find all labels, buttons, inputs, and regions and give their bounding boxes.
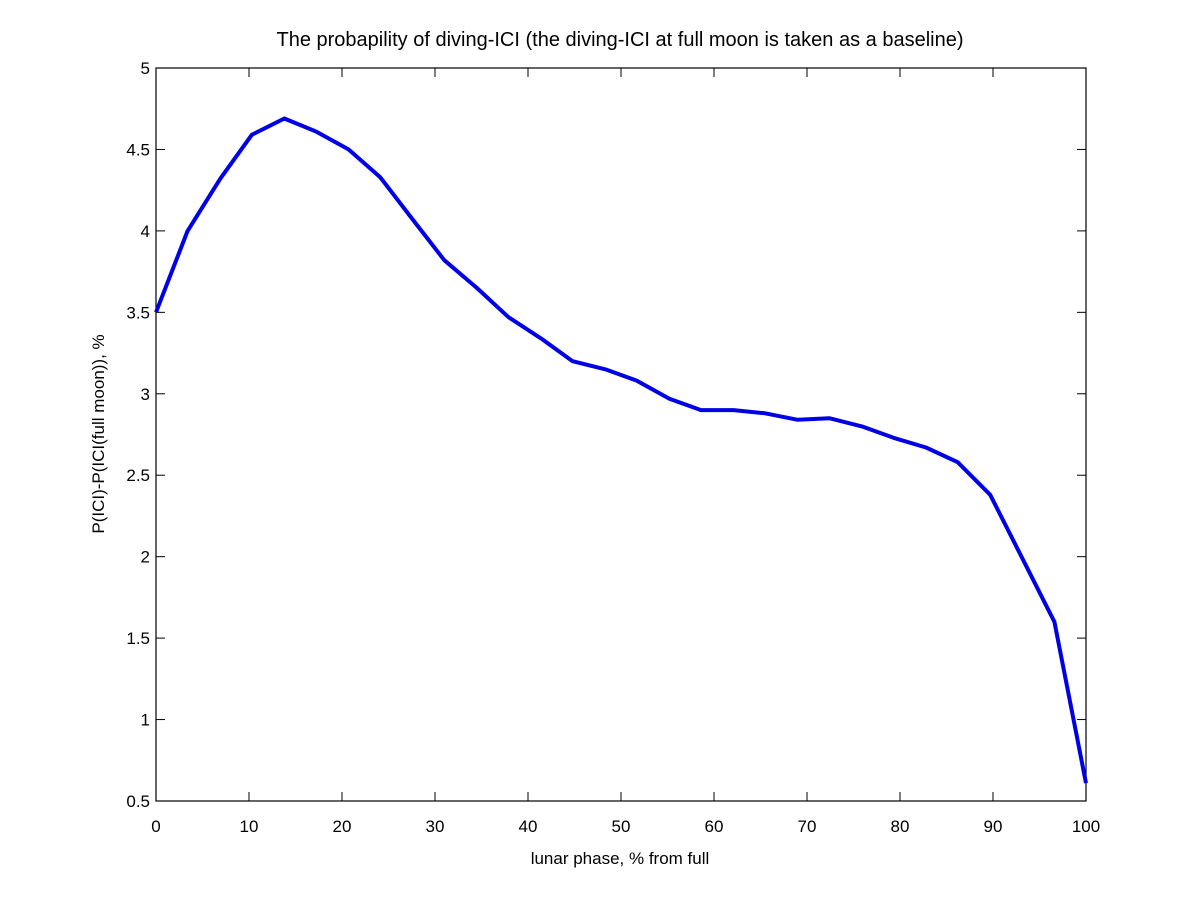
chart-title: The probapility of diving-ICI (the divin… — [276, 29, 963, 51]
y-tick-label: 5 — [141, 59, 150, 78]
x-tick-label: 80 — [891, 817, 910, 836]
x-tick-label: 60 — [705, 817, 724, 836]
y-tick-label: 3 — [141, 385, 150, 404]
y-axis-label: P(ICI)-P(ICI(full moon)), % — [89, 334, 108, 533]
y-tick-label: 0.5 — [126, 792, 150, 811]
x-tick-label: 40 — [519, 817, 538, 836]
plot-area: 0 10 20 30 40 50 60 70 80 90 100 0.5 1 1.5 2 2.5 3 3.5 4 4… — [126, 59, 1100, 836]
y-tick-label: 4.5 — [126, 140, 150, 159]
x-tick-label: 90 — [984, 817, 1003, 836]
x-tick-label: 10 — [240, 817, 259, 836]
y-tick-label: 2.5 — [126, 466, 150, 485]
series-group — [154, 116, 1088, 784]
y-tick-label: 2 — [141, 548, 150, 567]
y-tick-label: 1 — [141, 711, 150, 730]
x-axis-label: lunar phase, % from full — [531, 849, 710, 868]
x-tick-label: 70 — [798, 817, 817, 836]
x-tick-label: 30 — [426, 817, 445, 836]
x-tick-label: 20 — [333, 817, 352, 836]
x-tick-label: 0 — [151, 817, 160, 836]
x-tick-label: 100 — [1072, 817, 1100, 836]
y-axis: 0.5 1 1.5 2 2.5 3 3.5 4 4.5 5 — [126, 59, 1086, 811]
x-axis: 0 10 20 30 40 50 60 70 80 90 100 — [151, 68, 1100, 836]
y-tick-label: 3.5 — [126, 303, 150, 322]
y-tick-label: 1.5 — [126, 629, 150, 648]
x-tick-label: 50 — [612, 817, 631, 836]
y-tick-label: 4 — [141, 222, 150, 241]
